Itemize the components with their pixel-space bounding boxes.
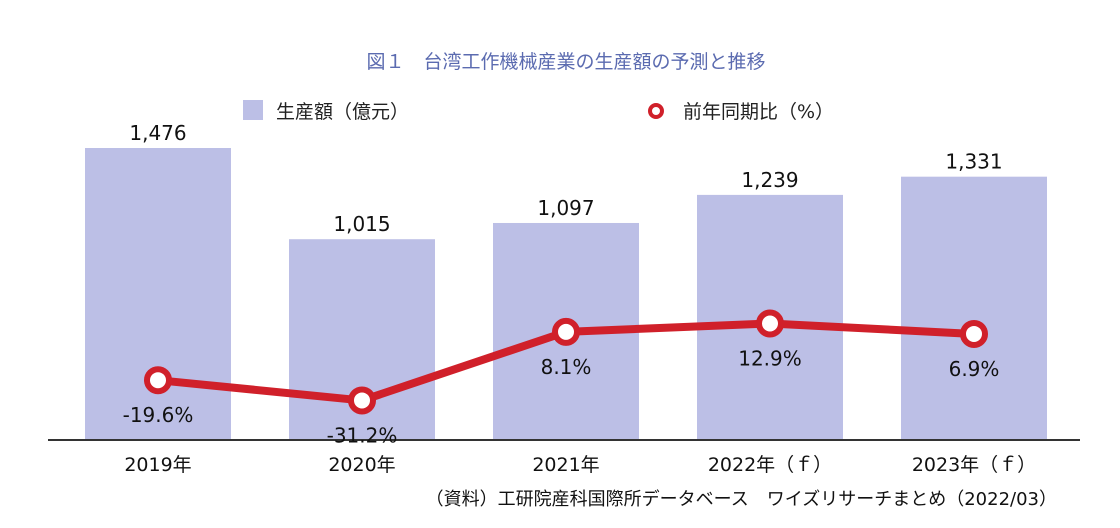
line-label-0: -19.6% bbox=[123, 403, 194, 427]
x-tick-1: 2020年 bbox=[328, 454, 395, 476]
line-label-1: -31.2% bbox=[327, 423, 398, 447]
legend-bar-swatch bbox=[243, 100, 263, 120]
line-label-2: 8.1% bbox=[541, 355, 592, 379]
legend-line-marker bbox=[648, 103, 664, 119]
bar-label-0: 1,476 bbox=[129, 121, 186, 145]
x-tick-3: 2022年（ｆ） bbox=[708, 454, 832, 476]
bar-series bbox=[85, 148, 1047, 440]
x-tick-4: 2023年（ｆ） bbox=[912, 454, 1036, 476]
line-point-4 bbox=[960, 319, 988, 348]
bar-label-4: 1,331 bbox=[945, 150, 1002, 174]
x-tick-labels: 2019年 2020年 2021年 2022年（ｆ） 2023年（ｆ） bbox=[124, 454, 1036, 476]
bar-4 bbox=[901, 176, 1047, 440]
line-point-3 bbox=[756, 309, 784, 338]
x-tick-2: 2021年 bbox=[532, 454, 599, 476]
legend-bar-label: 生産額（億元） bbox=[276, 101, 409, 123]
line-value-labels: -19.6% -31.2% 8.1% 12.9% 6.9% bbox=[123, 346, 1000, 447]
line-series bbox=[144, 309, 988, 415]
legend: 生産額（億元） 前年同期比（%） bbox=[243, 100, 834, 123]
bar-label-3: 1,239 bbox=[741, 168, 798, 192]
legend-line-label: 前年同期比（%） bbox=[683, 101, 834, 123]
bar-label-1: 1,015 bbox=[333, 212, 390, 236]
bar-label-2: 1,097 bbox=[537, 196, 594, 220]
line-point-0 bbox=[144, 366, 172, 395]
chart-title: 図１ 台湾工作機械産業の生産額の予測と推移 bbox=[366, 51, 765, 73]
x-tick-0: 2019年 bbox=[124, 454, 191, 476]
line-label-3: 12.9% bbox=[738, 346, 802, 370]
line-point-1 bbox=[348, 386, 376, 415]
bar-0 bbox=[85, 148, 231, 440]
line-point-2 bbox=[552, 317, 580, 346]
bar-value-labels: 1,476 1,015 1,097 1,239 1,331 bbox=[129, 121, 1002, 236]
source-note: （資料）工研院産科国際所データベース ワイズリサーチまとめ（2022/03） bbox=[426, 489, 1057, 510]
line-label-4: 6.9% bbox=[949, 357, 1000, 381]
